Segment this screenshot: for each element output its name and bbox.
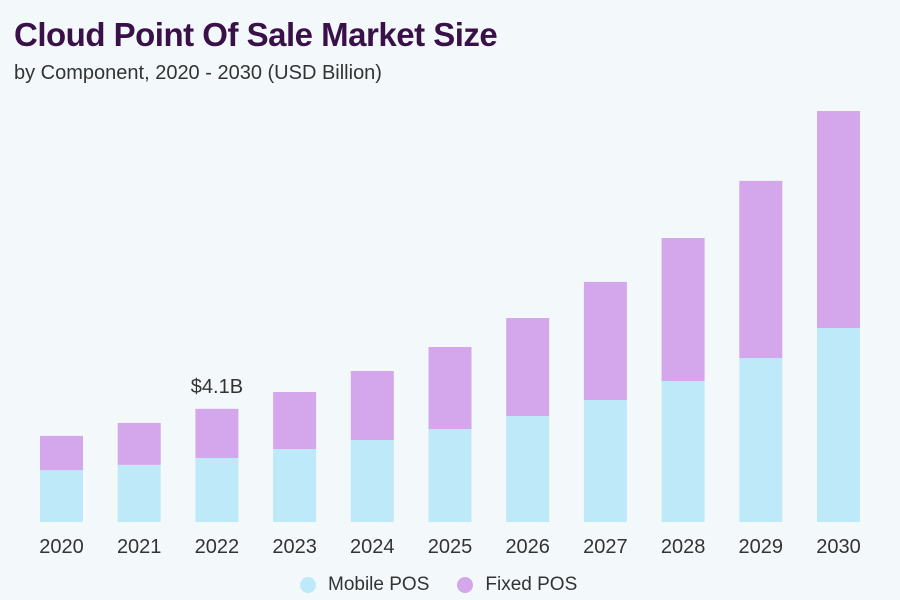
x-tick-label-2027: 2027 — [583, 536, 628, 558]
bar-mobile-pos-2024 — [350, 440, 394, 522]
bar-fixed-pos-2021 — [117, 422, 161, 465]
bar-fixed-pos-2025 — [428, 347, 472, 429]
x-tick-label-2030: 2030 — [816, 536, 861, 558]
bar-mobile-pos-2020 — [40, 470, 83, 522]
legend: Mobile POS Fixed POS — [300, 574, 605, 596]
bar-mobile-pos-2030 — [817, 327, 860, 522]
legend-label-mobile-pos: Mobile POS — [328, 574, 430, 595]
bar-fixed-pos-2030 — [817, 111, 860, 328]
x-tick-label-2028: 2028 — [661, 536, 706, 558]
legend-swatch-mobile-pos — [300, 577, 316, 593]
bar-fixed-pos-2028 — [661, 237, 705, 381]
bar-mobile-pos-2021 — [117, 464, 161, 522]
bar-fixed-pos-2023 — [273, 392, 317, 450]
bar-mobile-pos-2028 — [661, 380, 705, 522]
x-tick-label-2026: 2026 — [505, 536, 550, 558]
legend-item-mobile-pos: Mobile POS — [300, 574, 429, 596]
bar-mobile-pos-2025 — [428, 428, 472, 522]
bar-mobile-pos-2023 — [273, 449, 317, 522]
legend-swatch-fixed-pos — [457, 577, 474, 593]
x-tick-label-2020: 2020 — [39, 536, 84, 558]
data-label-2022: $4.1B — [191, 376, 243, 398]
bar-fixed-pos-2020 — [40, 435, 83, 471]
bar-mobile-pos-2027 — [583, 400, 627, 522]
legend-label-fixed-pos: Fixed POS — [485, 574, 578, 595]
x-tick-label-2029: 2029 — [739, 536, 784, 558]
x-tick-label-2025: 2025 — [428, 536, 473, 558]
bar-fixed-pos-2026 — [506, 318, 550, 417]
legend-item-fixed-pos: Fixed POS — [457, 574, 577, 596]
x-tick-label-2023: 2023 — [272, 536, 317, 558]
x-tick-label-2021: 2021 — [117, 536, 162, 558]
bar-fixed-pos-2022 — [195, 408, 239, 458]
x-tick-label-2024: 2024 — [350, 536, 395, 558]
bar-mobile-pos-2026 — [506, 416, 550, 522]
bar-mobile-pos-2029 — [739, 358, 783, 522]
chart-subtitle: by Component, 2020 - 2030 (USD Billion) — [14, 62, 382, 84]
bar-fixed-pos-2029 — [739, 180, 783, 359]
bar-mobile-pos-2022 — [195, 457, 239, 522]
x-tick-label-2022: 2022 — [195, 536, 240, 558]
bar-fixed-pos-2024 — [350, 371, 394, 441]
chart-title: Cloud Point Of Sale Market Size — [14, 16, 498, 53]
bar-fixed-pos-2027 — [583, 281, 627, 401]
